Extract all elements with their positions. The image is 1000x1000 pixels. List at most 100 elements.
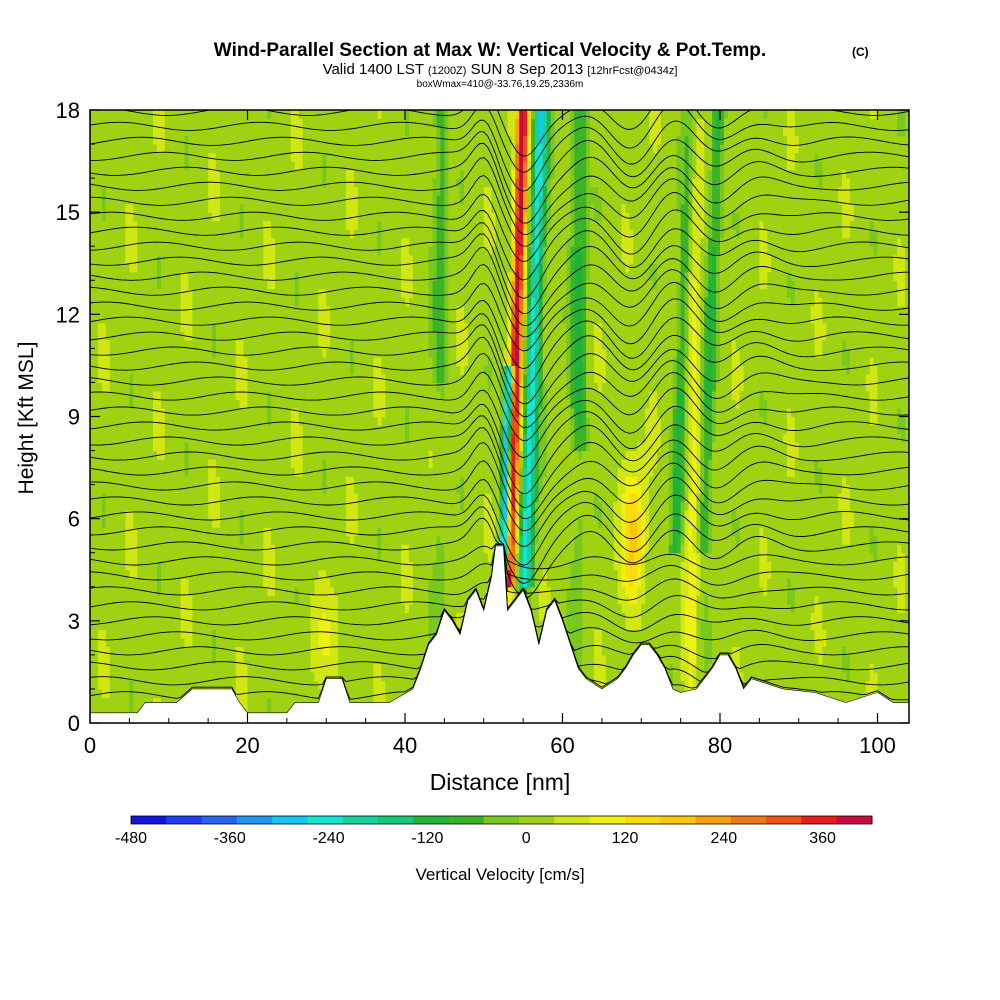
- velocity-cell: [523, 229, 528, 256]
- velocity-cell: [759, 110, 764, 222]
- velocity-cell: [349, 544, 355, 723]
- colorbar-tick-label: 120: [612, 830, 639, 847]
- velocity-cell: [487, 390, 493, 494]
- velocity-cell: [385, 110, 390, 723]
- velocity-cell: [527, 348, 532, 401]
- velocity-cell: [184, 271, 190, 341]
- velocity-cell: [708, 280, 713, 409]
- velocity-cell: [511, 544, 516, 579]
- velocity-cell: [531, 118, 536, 154]
- velocity-cell: [649, 144, 654, 264]
- velocity-cell: [456, 110, 461, 179]
- velocity-cell: [897, 305, 902, 409]
- velocity-cell: [700, 110, 705, 120]
- velocity-cell: [897, 135, 902, 239]
- velocity-cell: [401, 237, 406, 298]
- velocity-cell: [515, 442, 520, 460]
- velocity-cell: [424, 110, 430, 723]
- velocity-cell: [338, 110, 343, 723]
- velocity-cell: [247, 110, 253, 723]
- velocity-cell: [156, 254, 162, 290]
- velocity-cell: [822, 629, 827, 647]
- velocity-cell: [901, 135, 906, 247]
- velocity-cell: [786, 169, 792, 273]
- velocity-cell: [503, 365, 508, 375]
- velocity-cell: [511, 578, 516, 588]
- velocity-cell: [806, 110, 812, 723]
- velocity-cell: [637, 561, 642, 588]
- velocity-cell: [637, 484, 642, 511]
- velocity-cell: [786, 110, 792, 171]
- velocity-cell: [542, 152, 548, 188]
- velocity-cell: [869, 118, 875, 222]
- velocity-cell: [546, 586, 552, 622]
- velocity-cell: [613, 569, 619, 723]
- velocity-cell: [342, 110, 347, 723]
- velocity-cell: [326, 578, 331, 622]
- velocity-cell: [322, 654, 327, 699]
- velocity-cell: [538, 578, 544, 622]
- velocity-cell: [700, 118, 705, 239]
- colorbar-swatch: [307, 816, 344, 824]
- velocity-cell: [790, 586, 796, 613]
- velocity-cell: [846, 110, 851, 179]
- velocity-cell: [814, 595, 820, 656]
- velocity-cell: [294, 603, 300, 716]
- velocity-cell: [212, 152, 217, 222]
- velocity-cell: [873, 535, 879, 562]
- velocity-cell: [538, 263, 544, 307]
- velocity-cell: [818, 603, 823, 665]
- velocity-cell: [668, 552, 674, 664]
- velocity-cell: [889, 110, 894, 723]
- velocity-cell: [436, 127, 442, 196]
- velocity-cell: [881, 110, 886, 723]
- theta-contour: [90, 142, 909, 224]
- velocity-cell: [519, 433, 524, 452]
- velocity-cell: [688, 271, 694, 494]
- velocity-cell: [318, 288, 323, 349]
- theta-contour: [90, 157, 909, 236]
- velocity-cell: [212, 356, 217, 460]
- velocity-cell: [401, 297, 406, 545]
- velocity-cell: [164, 110, 170, 723]
- velocity-cell: [156, 459, 162, 562]
- velocity-cell: [511, 382, 516, 392]
- velocity-cell: [684, 271, 690, 358]
- velocity-cell: [538, 305, 544, 409]
- velocity-cell: [838, 493, 843, 511]
- velocity-cell: [133, 578, 138, 723]
- velocity-cell: [653, 152, 658, 264]
- chart-subtitle: Valid 1400 LST (1200Z) SUN 8 Sep 2013 [1…: [323, 61, 678, 78]
- velocity-cell: [519, 382, 524, 409]
- velocity-cell: [523, 407, 528, 435]
- velocity-cell: [842, 169, 847, 239]
- y-tick-label: 12: [56, 302, 80, 327]
- velocity-cell: [613, 501, 619, 571]
- velocity-cell: [818, 297, 823, 358]
- velocity-cell: [637, 442, 642, 486]
- velocity-cell: [456, 484, 461, 494]
- velocity-cell: [243, 663, 249, 716]
- velocity-cell: [629, 493, 634, 520]
- colorbar-swatch: [272, 816, 308, 824]
- velocity-cell: [704, 297, 709, 375]
- velocity-cell: [208, 518, 213, 723]
- velocity-cell: [515, 459, 520, 486]
- velocity-cell: [708, 459, 713, 554]
- velocity-cell: [349, 373, 355, 477]
- velocity-cell: [428, 246, 434, 358]
- velocity-cell: [460, 476, 465, 511]
- velocity-cell: [629, 229, 634, 264]
- velocity-cell: [684, 110, 690, 137]
- velocity-cell: [790, 280, 796, 307]
- velocity-cell: [436, 195, 442, 384]
- velocity-cell: [597, 110, 603, 196]
- velocity-cell: [546, 127, 552, 179]
- velocity-cell: [633, 450, 638, 477]
- velocity-cell: [286, 110, 292, 723]
- velocity-cell: [515, 178, 520, 222]
- velocity-cell: [101, 186, 107, 222]
- velocity-cell: [597, 501, 603, 528]
- colorbar-swatch: [201, 816, 238, 824]
- velocity-cell: [712, 442, 717, 723]
